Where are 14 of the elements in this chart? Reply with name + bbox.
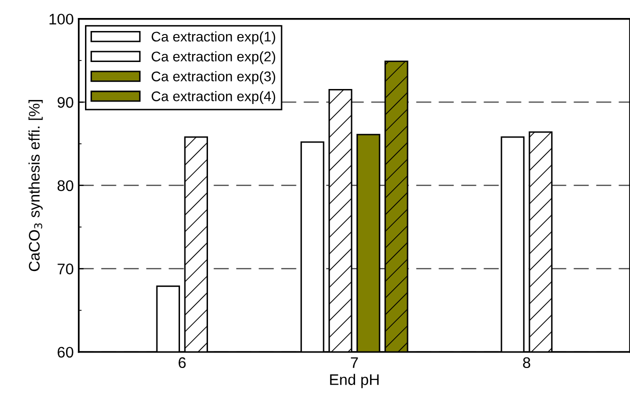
legend-label: Ca extraction exp(3) <box>152 71 276 84</box>
legend-label: Ca extraction exp(4) <box>152 91 276 104</box>
legend-label: Ca extraction exp(2) <box>152 51 276 64</box>
legend-label: Ca extraction exp(1) <box>152 31 276 44</box>
y-axis-title: CaCO$_{3}$ synthesis effi. [%] <box>28 100 43 272</box>
x-tick-label: 7 <box>350 357 358 368</box>
y-tick-label: 80 <box>58 180 74 192</box>
y-tick-label: 90 <box>58 97 74 108</box>
x-axis-title: End pH <box>330 374 379 388</box>
x-tick-label: 6 <box>178 357 186 368</box>
y-tick-label: 100 <box>50 14 74 25</box>
y-tick-label: 70 <box>58 264 74 274</box>
x-tick-label: 8 <box>523 357 530 368</box>
y-tick-label: 60 <box>58 346 74 358</box>
